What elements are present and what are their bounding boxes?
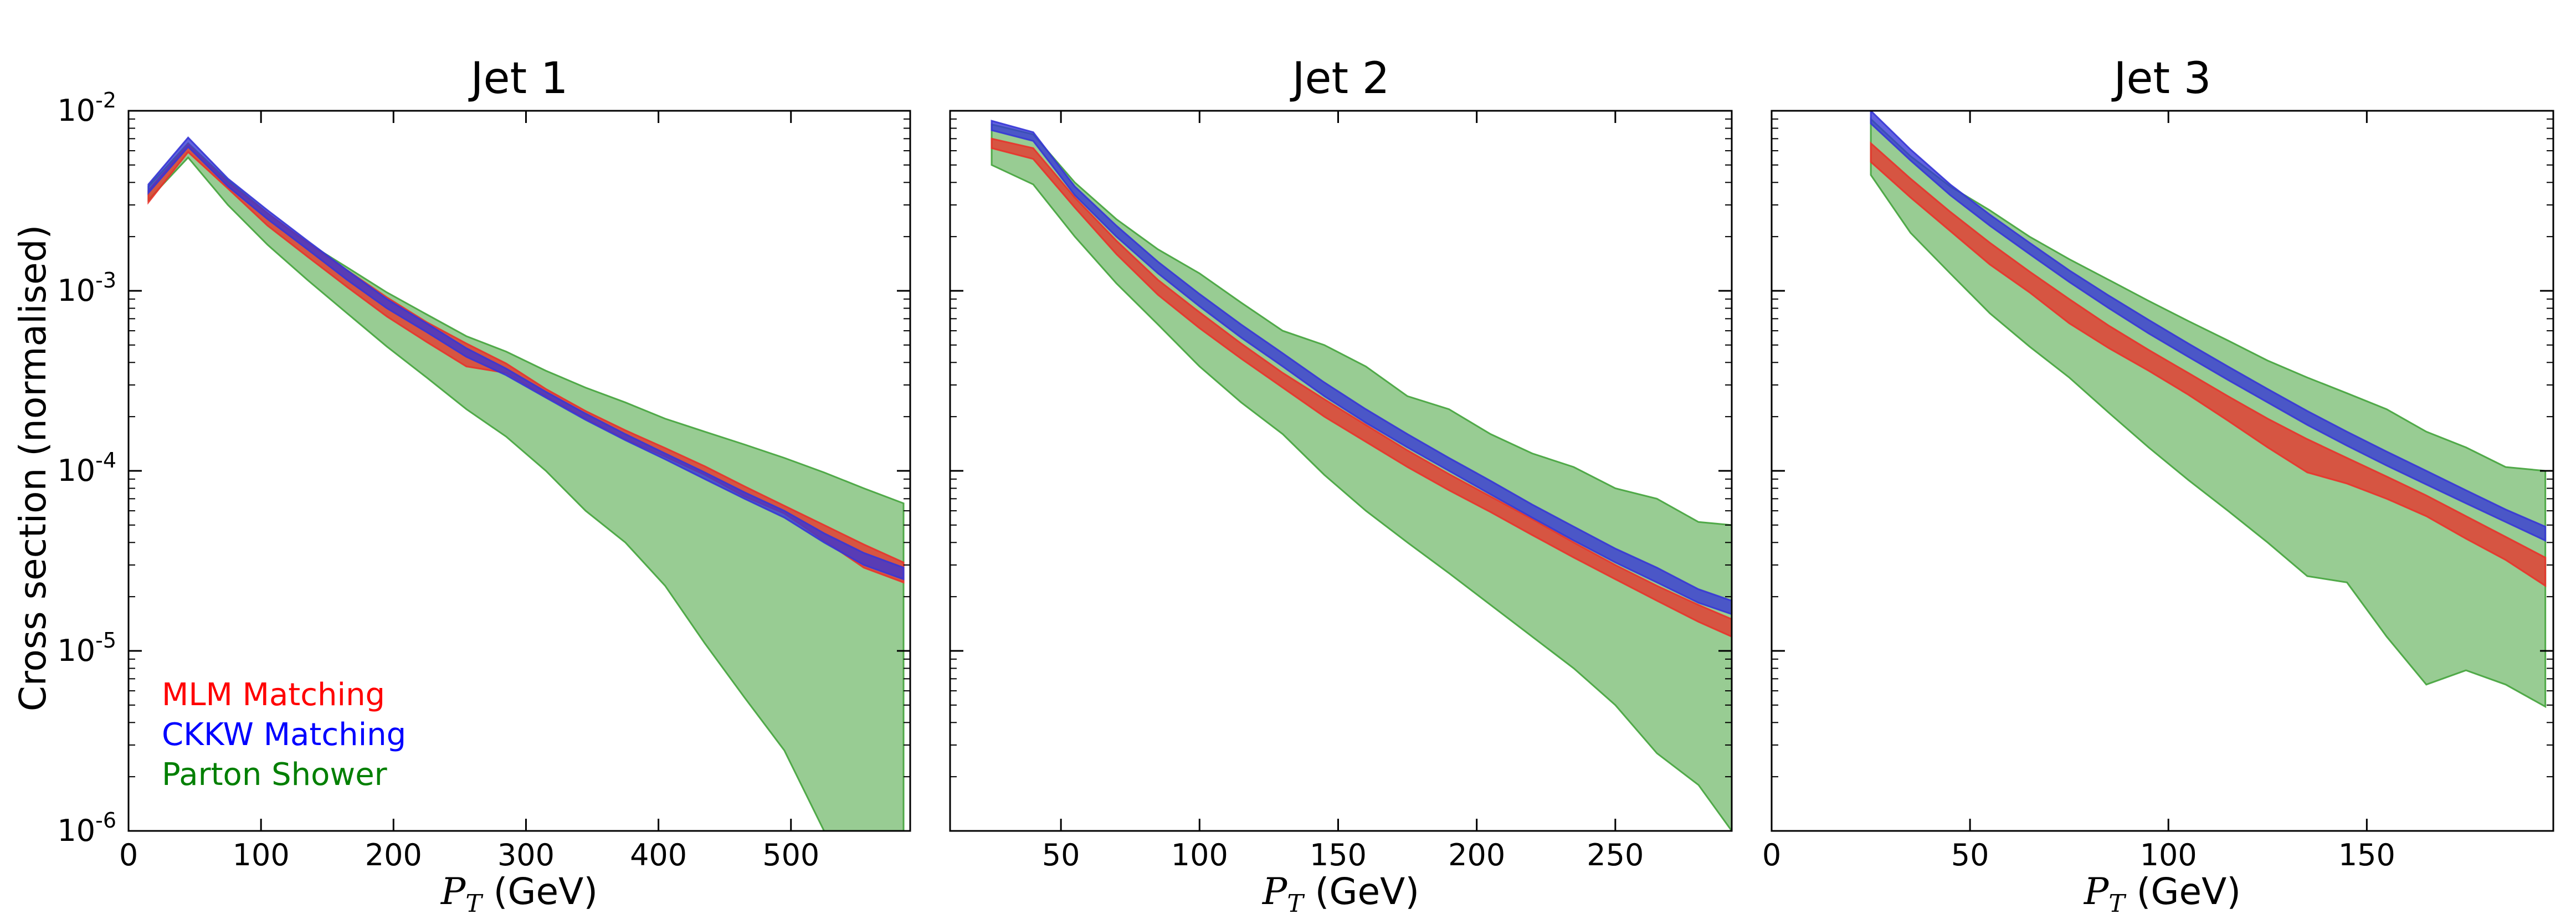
- y-axis-label: Cross section (normalised): [12, 225, 54, 712]
- x-tick-label: 200: [365, 838, 422, 872]
- x-tick-label: 500: [762, 838, 819, 872]
- x-tick-label: 0: [1762, 838, 1781, 872]
- band-ckkw-matching: [991, 120, 1732, 615]
- y-tick-label: 10-5: [57, 628, 116, 668]
- bands: [1870, 111, 2547, 708]
- band-ckkw-matching: [1870, 111, 2547, 542]
- x-tick-label: 100: [1171, 838, 1228, 872]
- x-tick-label: 50: [1042, 838, 1080, 872]
- bands: [147, 136, 905, 831]
- x-tick-label: 150: [1310, 838, 1367, 872]
- x-tick-label: 100: [2140, 838, 2197, 872]
- x-tick-label: 400: [630, 838, 687, 872]
- panel-title: Jet 1: [468, 54, 568, 104]
- band-mlm-matching: [147, 143, 905, 584]
- x-axis-label: PT (GeV): [440, 870, 598, 914]
- y-tick-label: 10-4: [57, 448, 116, 488]
- x-tick-label: 0: [119, 838, 138, 872]
- y-tick-label: 10-2: [57, 88, 116, 128]
- y-tick-label: 10-3: [57, 268, 116, 308]
- panel-jet-3: 0 50 100 150 Jet 3 PT (GeV): [1762, 54, 2554, 914]
- x-tick-label: 300: [497, 838, 555, 872]
- x-tick-label: 50: [1951, 838, 1989, 872]
- band-mlm-matching: [991, 137, 1732, 638]
- y-tick-label: 10-6: [57, 808, 116, 848]
- x-axis-label: PT (GeV): [1262, 870, 1419, 914]
- x-tick-label: 200: [1448, 838, 1505, 872]
- band-parton-shower: [1870, 117, 2547, 708]
- x-tick-label: 100: [233, 838, 290, 872]
- panel-jet-1: 0 100 200 300 400 500 10-2 10-3 10-4 10-5 10-6 Jet …: [57, 54, 911, 914]
- legend-entry-parton-shower: Parton Shower: [162, 757, 388, 793]
- band-parton-shower: [147, 142, 905, 831]
- legend-entry-ckkw-matching: CKKW Matching: [162, 717, 406, 753]
- panel-title: Jet 2: [1290, 54, 1390, 104]
- band-mlm-matching: [1870, 141, 2547, 588]
- legend: MLM Matching CKKW Matching Parton Shower: [162, 677, 406, 793]
- band-ckkw-matching: [147, 136, 905, 581]
- legend-entry-mlm-matching: MLM Matching: [162, 677, 385, 713]
- bands: [991, 120, 1732, 831]
- panel-title: Jet 3: [2111, 54, 2211, 104]
- x-axis-label: PT (GeV): [2084, 870, 2241, 914]
- x-tick-label: 250: [1587, 838, 1644, 872]
- x-tick-label: 150: [2338, 838, 2395, 872]
- panel-jet-2: 50 100 150 200 250 Jet 2 PT (GeV): [949, 54, 1733, 914]
